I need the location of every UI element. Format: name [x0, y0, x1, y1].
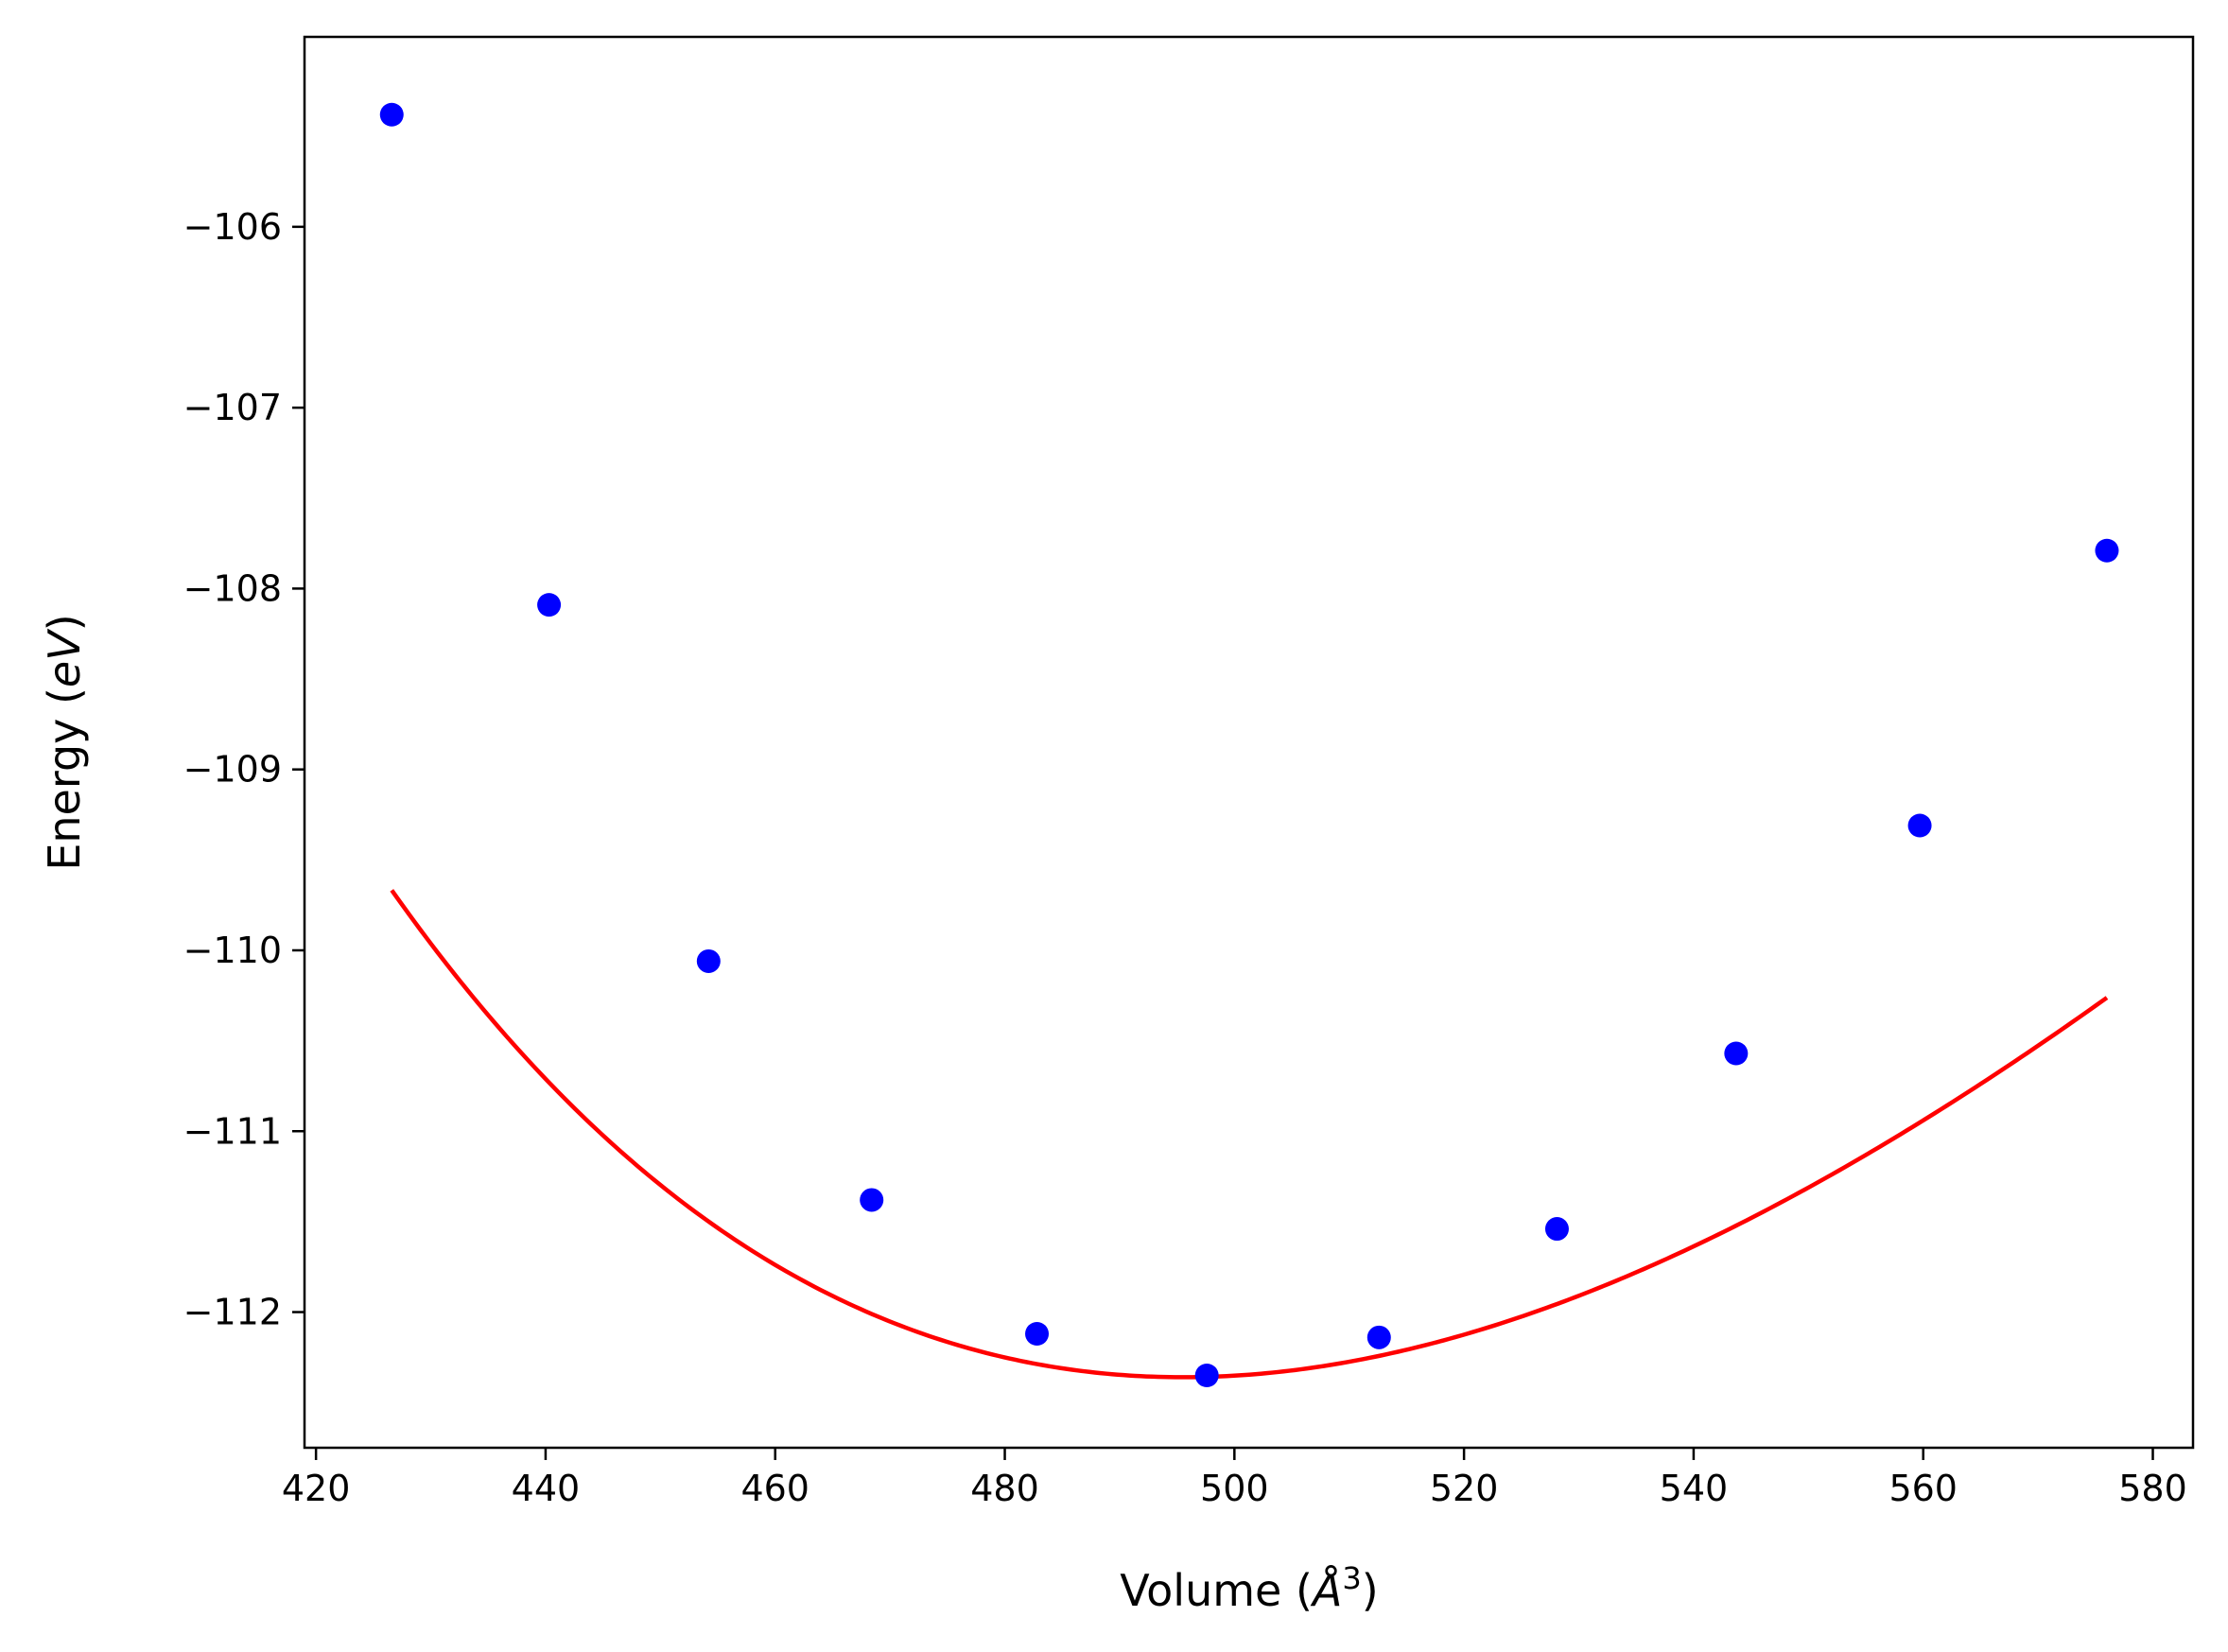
- x-tick-label: 480: [970, 1468, 1039, 1509]
- data-point: [2095, 538, 2119, 563]
- data-point: [1194, 1363, 1219, 1387]
- x-tick-label: 540: [1660, 1468, 1729, 1509]
- data-point: [1366, 1325, 1391, 1349]
- plot-background: [305, 37, 2193, 1448]
- x-tick-label: 520: [1430, 1468, 1499, 1509]
- x-tick-label: 500: [1200, 1468, 1269, 1509]
- y-axis-label: Energy (eV): [39, 614, 90, 870]
- y-tick-label: −110: [183, 930, 282, 971]
- y-tick-label: −106: [183, 206, 282, 248]
- data-point: [537, 593, 562, 617]
- x-axis-label: Volume (Å3): [1120, 1560, 1378, 1616]
- y-tick-label: −107: [183, 387, 282, 428]
- y-tick-label: −112: [183, 1292, 282, 1333]
- x-tick-label: 420: [282, 1468, 351, 1509]
- x-tick-label: 560: [1889, 1468, 1958, 1509]
- data-point: [1724, 1041, 1749, 1066]
- x-tick-label: 580: [2118, 1468, 2187, 1509]
- data-point: [1544, 1217, 1569, 1242]
- x-tick-label: 440: [512, 1468, 581, 1509]
- y-tick-label: −109: [183, 749, 282, 791]
- data-point: [379, 102, 404, 127]
- plot-frame: [303, 35, 2195, 1450]
- y-axis-ticks: −106 −107 −108 −109 −110 −111 −112: [183, 206, 305, 1333]
- y-tick-label: −108: [183, 567, 282, 609]
- y-tick-label: −111: [183, 1110, 282, 1152]
- fit-curve: [390, 889, 2109, 1380]
- data-point: [696, 948, 721, 973]
- data-point: [1907, 813, 1932, 838]
- x-axis-ticks: 420 440 460 480 500 520 540 560 580: [282, 1448, 2187, 1509]
- x-tick-label: 460: [740, 1468, 809, 1509]
- data-points: [379, 102, 2119, 1387]
- data-point: [1025, 1321, 1050, 1346]
- data-point: [860, 1188, 884, 1212]
